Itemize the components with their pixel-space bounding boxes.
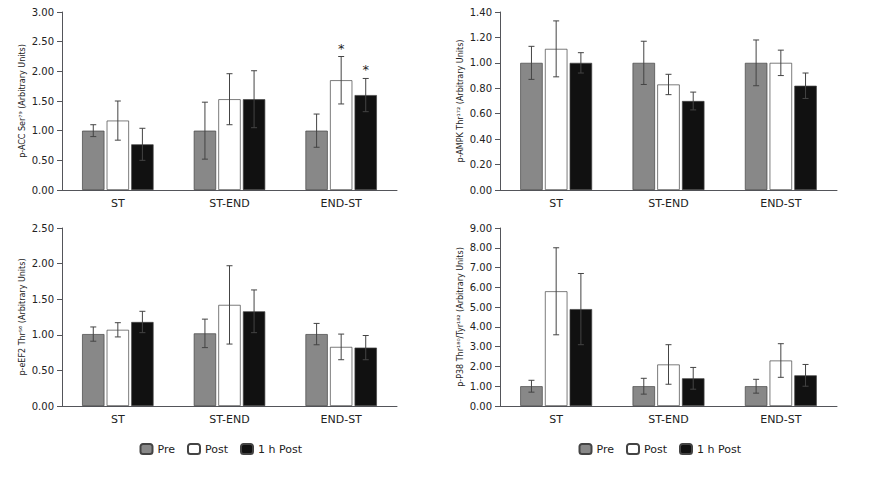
svg-text:1.20: 1.20 [470,32,492,43]
svg-text:0.40: 0.40 [470,134,492,145]
svg-text:8.00: 8.00 [470,242,492,253]
svg-text:p-P38 Thr¹⁸⁰/Tyr¹⁸² (Arbitrary: p-P38 Thr¹⁸⁰/Tyr¹⁸² (Arbitrary Units) [456,247,465,387]
svg-text:p-AMPK Thr¹⁷² (Arbitrary Units: p-AMPK Thr¹⁷² (Arbitrary Units) [456,40,465,163]
svg-text:2.00: 2.00 [470,361,492,372]
svg-text:1.50: 1.50 [32,294,54,305]
svg-text:0.80: 0.80 [470,83,492,94]
svg-text:ST-END: ST-END [209,413,249,426]
svg-text:ST: ST [111,413,125,426]
svg-text:5.00: 5.00 [470,302,492,313]
svg-text:Post: Post [644,443,668,456]
svg-text:1.00: 1.00 [470,57,492,68]
svg-text:1.00: 1.00 [32,329,54,340]
svg-text:0.50: 0.50 [32,155,54,166]
svg-text:ST-END: ST-END [648,413,688,426]
svg-text:2.50: 2.50 [32,223,54,234]
svg-text:0.60: 0.60 [470,108,492,119]
svg-text:ST: ST [549,197,563,210]
svg-text:7.00: 7.00 [470,262,492,273]
svg-text:*: * [338,41,345,56]
svg-text:1.00: 1.00 [32,125,54,136]
svg-text:1.40: 1.40 [470,7,492,18]
svg-text:0.00: 0.00 [32,185,54,196]
svg-text:1 h Post: 1 h Post [697,443,742,456]
svg-text:p-eEF2 Thr⁵⁶ (Arbitrary Units): p-eEF2 Thr⁵⁶ (Arbitrary Units) [18,258,27,375]
svg-text:0.00: 0.00 [32,401,54,412]
svg-text:ST-END: ST-END [209,197,249,210]
svg-text:END-ST: END-ST [760,413,802,426]
svg-text:ST: ST [549,413,563,426]
svg-text:2.00: 2.00 [32,258,54,269]
svg-text:4.00: 4.00 [470,321,492,332]
svg-text:END-ST: END-ST [321,197,363,210]
svg-text:END-ST: END-ST [321,413,363,426]
svg-text:0.00: 0.00 [470,185,492,196]
svg-text:1.50: 1.50 [32,96,54,107]
svg-text:ST-END: ST-END [648,197,688,210]
svg-text:3.00: 3.00 [470,341,492,352]
svg-text:Post: Post [205,443,229,456]
svg-text:2.00: 2.00 [32,66,54,77]
svg-text:0.00: 0.00 [470,401,492,412]
svg-text:1.00: 1.00 [470,381,492,392]
svg-text:Pre: Pre [597,443,615,456]
svg-text:0.20: 0.20 [470,159,492,170]
svg-text:Pre: Pre [158,443,176,456]
svg-text:9.00: 9.00 [470,223,492,234]
svg-text:ST: ST [111,197,125,210]
svg-text:6.00: 6.00 [470,282,492,293]
svg-text:*: * [362,62,369,77]
svg-text:1 h Post: 1 h Post [258,443,303,456]
svg-text:END-ST: END-ST [760,197,802,210]
svg-text:p-ACC Ser⁷⁹ (Arbitrary Units): p-ACC Ser⁷⁹ (Arbitrary Units) [18,44,27,158]
svg-text:2.50: 2.50 [32,36,54,47]
svg-text:0.50: 0.50 [32,365,54,376]
svg-text:3.00: 3.00 [32,7,54,18]
